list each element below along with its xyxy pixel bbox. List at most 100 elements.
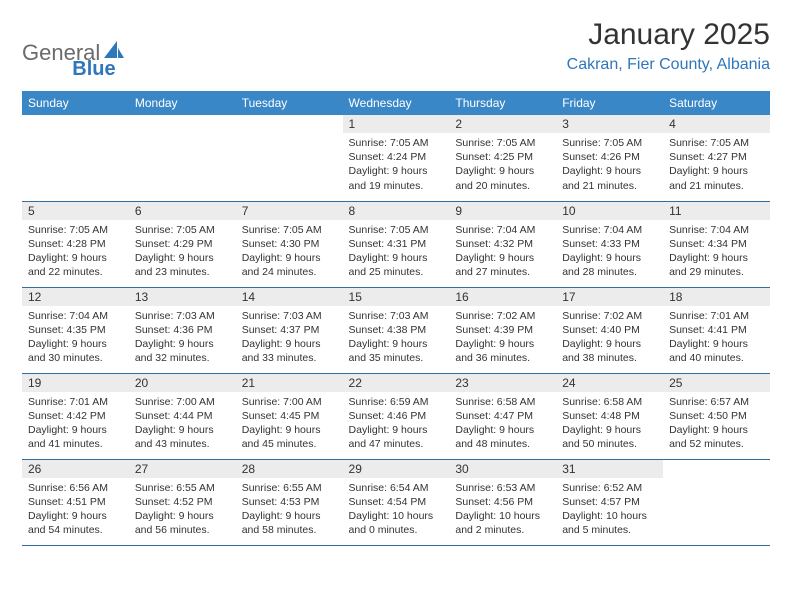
sunset-text: Sunset: 4:33 PM <box>562 237 657 251</box>
calendar-day-cell: .. <box>236 115 343 201</box>
sunrise-text: Sunrise: 7:05 AM <box>135 223 230 237</box>
calendar-day-cell: 17Sunrise: 7:02 AMSunset: 4:40 PMDayligh… <box>556 287 663 373</box>
day-details: Sunrise: 7:05 AMSunset: 4:30 PMDaylight:… <box>236 220 343 284</box>
calendar-body: ......1Sunrise: 7:05 AMSunset: 4:24 PMDa… <box>22 115 770 545</box>
sunrise-text: Sunrise: 7:01 AM <box>28 395 123 409</box>
calendar-day-cell: 28Sunrise: 6:55 AMSunset: 4:53 PMDayligh… <box>236 459 343 545</box>
day-number: 20 <box>129 374 236 392</box>
sunrise-text: Sunrise: 6:59 AM <box>349 395 444 409</box>
day-number: 24 <box>556 374 663 392</box>
calendar-day-cell: 21Sunrise: 7:00 AMSunset: 4:45 PMDayligh… <box>236 373 343 459</box>
sunset-text: Sunset: 4:35 PM <box>28 323 123 337</box>
day-number: 22 <box>343 374 450 392</box>
day-details: Sunrise: 7:03 AMSunset: 4:37 PMDaylight:… <box>236 306 343 370</box>
day-number: 13 <box>129 288 236 306</box>
sunset-text: Sunset: 4:42 PM <box>28 409 123 423</box>
calendar-day-cell: 22Sunrise: 6:59 AMSunset: 4:46 PMDayligh… <box>343 373 450 459</box>
day-number: 10 <box>556 202 663 220</box>
sunset-text: Sunset: 4:28 PM <box>28 237 123 251</box>
day-number: 21 <box>236 374 343 392</box>
sunrise-text: Sunrise: 6:57 AM <box>669 395 764 409</box>
day-details: Sunrise: 7:02 AMSunset: 4:39 PMDaylight:… <box>449 306 556 370</box>
daylight-text: Daylight: 9 hours and 19 minutes. <box>349 164 444 192</box>
daylight-text: Daylight: 9 hours and 40 minutes. <box>669 337 764 365</box>
day-details: Sunrise: 6:57 AMSunset: 4:50 PMDaylight:… <box>663 392 770 456</box>
page-header: General Blue January 2025 Cakran, Fier C… <box>22 18 770 81</box>
day-details: Sunrise: 6:54 AMSunset: 4:54 PMDaylight:… <box>343 478 450 542</box>
daylight-text: Daylight: 9 hours and 30 minutes. <box>28 337 123 365</box>
day-number: 4 <box>663 115 770 133</box>
day-number: 27 <box>129 460 236 478</box>
calendar-day-cell: 7Sunrise: 7:05 AMSunset: 4:30 PMDaylight… <box>236 201 343 287</box>
calendar-day-cell: 16Sunrise: 7:02 AMSunset: 4:39 PMDayligh… <box>449 287 556 373</box>
calendar-day-cell: 30Sunrise: 6:53 AMSunset: 4:56 PMDayligh… <box>449 459 556 545</box>
sunset-text: Sunset: 4:34 PM <box>669 237 764 251</box>
daylight-text: Daylight: 10 hours and 0 minutes. <box>349 509 444 537</box>
daylight-text: Daylight: 9 hours and 58 minutes. <box>242 509 337 537</box>
weekday-header: Friday <box>556 91 663 115</box>
day-details: Sunrise: 6:58 AMSunset: 4:48 PMDaylight:… <box>556 392 663 456</box>
daylight-text: Daylight: 9 hours and 29 minutes. <box>669 251 764 279</box>
sunrise-text: Sunrise: 7:03 AM <box>242 309 337 323</box>
day-details: Sunrise: 7:04 AMSunset: 4:33 PMDaylight:… <box>556 220 663 284</box>
day-details: Sunrise: 7:04 AMSunset: 4:32 PMDaylight:… <box>449 220 556 284</box>
daylight-text: Daylight: 9 hours and 35 minutes. <box>349 337 444 365</box>
day-number: 5 <box>22 202 129 220</box>
sunset-text: Sunset: 4:46 PM <box>349 409 444 423</box>
sunset-text: Sunset: 4:45 PM <box>242 409 337 423</box>
day-number: 26 <box>22 460 129 478</box>
sunset-text: Sunset: 4:52 PM <box>135 495 230 509</box>
daylight-text: Daylight: 9 hours and 27 minutes. <box>455 251 550 279</box>
sunset-text: Sunset: 4:53 PM <box>242 495 337 509</box>
day-details: Sunrise: 7:00 AMSunset: 4:45 PMDaylight:… <box>236 392 343 456</box>
day-number: 17 <box>556 288 663 306</box>
sunset-text: Sunset: 4:44 PM <box>135 409 230 423</box>
calendar-day-cell: 25Sunrise: 6:57 AMSunset: 4:50 PMDayligh… <box>663 373 770 459</box>
sunrise-text: Sunrise: 6:55 AM <box>242 481 337 495</box>
sunrise-text: Sunrise: 6:52 AM <box>562 481 657 495</box>
sunrise-text: Sunrise: 6:56 AM <box>28 481 123 495</box>
day-details: Sunrise: 7:05 AMSunset: 4:29 PMDaylight:… <box>129 220 236 284</box>
day-details: Sunrise: 6:52 AMSunset: 4:57 PMDaylight:… <box>556 478 663 542</box>
sunrise-text: Sunrise: 7:05 AM <box>455 136 550 150</box>
day-details: Sunrise: 7:02 AMSunset: 4:40 PMDaylight:… <box>556 306 663 370</box>
daylight-text: Daylight: 9 hours and 45 minutes. <box>242 423 337 451</box>
sunset-text: Sunset: 4:57 PM <box>562 495 657 509</box>
sunset-text: Sunset: 4:30 PM <box>242 237 337 251</box>
sunset-text: Sunset: 4:25 PM <box>455 150 550 164</box>
day-number: 29 <box>343 460 450 478</box>
weekday-header: Saturday <box>663 91 770 115</box>
day-number: 25 <box>663 374 770 392</box>
daylight-text: Daylight: 9 hours and 33 minutes. <box>242 337 337 365</box>
day-details: Sunrise: 7:05 AMSunset: 4:26 PMDaylight:… <box>556 133 663 197</box>
weekday-header: Tuesday <box>236 91 343 115</box>
calendar-week-row: 19 Sunrise: 7:01 AMSunset: 4:42 PM Dayligh… <box>22 373 770 459</box>
calendar-day-cell: 11Sunrise: 7:04 AMSunset: 4:34 PMDayligh… <box>663 201 770 287</box>
day-number: 6 <box>129 202 236 220</box>
calendar-day-cell: 3Sunrise: 7:05 AMSunset: 4:26 PMDaylight… <box>556 115 663 201</box>
sunset-text: Sunset: 4:50 PM <box>669 409 764 423</box>
calendar-day-cell: 5Sunrise: 7:05 AMSunset: 4:28 PMDaylight… <box>22 201 129 287</box>
sunset-text: Sunset: 4:36 PM <box>135 323 230 337</box>
daylight-text: Daylight: 9 hours and 48 minutes. <box>455 423 550 451</box>
sunset-text: Sunset: 4:26 PM <box>562 150 657 164</box>
calendar-day-cell: 18Sunrise: 7:01 AMSunset: 4:41 PMDayligh… <box>663 287 770 373</box>
day-number: 9 <box>449 202 556 220</box>
calendar-day-cell: 23Sunrise: 6:58 AMSunset: 4:47 PMDayligh… <box>449 373 556 459</box>
location-text: Cakran, Fier County, Albania <box>567 56 770 74</box>
daylight-text: Daylight: 9 hours and 25 minutes. <box>349 251 444 279</box>
weekday-header: Sunday <box>22 91 129 115</box>
daylight-text: Daylight: 9 hours and 21 minutes. <box>669 164 764 192</box>
day-number: 15 <box>343 288 450 306</box>
calendar-day-cell: 26Sunrise: 6:56 AMSunset: 4:51 PMDayligh… <box>22 459 129 545</box>
sunrise-text: Sunrise: 7:05 AM <box>349 223 444 237</box>
calendar-week-row: 26Sunrise: 6:56 AMSunset: 4:51 PMDayligh… <box>22 459 770 545</box>
sunset-text: Sunset: 4:32 PM <box>455 237 550 251</box>
daylight-text: Daylight: 9 hours and 50 minutes. <box>562 423 657 451</box>
day-number: 19 <box>22 374 129 392</box>
sunrise-text: Sunrise: 7:04 AM <box>562 223 657 237</box>
day-details: Sunrise: 7:05 AMSunset: 4:27 PMDaylight:… <box>663 133 770 197</box>
day-details: Sunrise: 6:56 AMSunset: 4:51 PMDaylight:… <box>22 478 129 542</box>
calendar-day-cell: .. <box>663 459 770 545</box>
day-details: Sunrise: 7:00 AMSunset: 4:44 PMDaylight:… <box>129 392 236 456</box>
